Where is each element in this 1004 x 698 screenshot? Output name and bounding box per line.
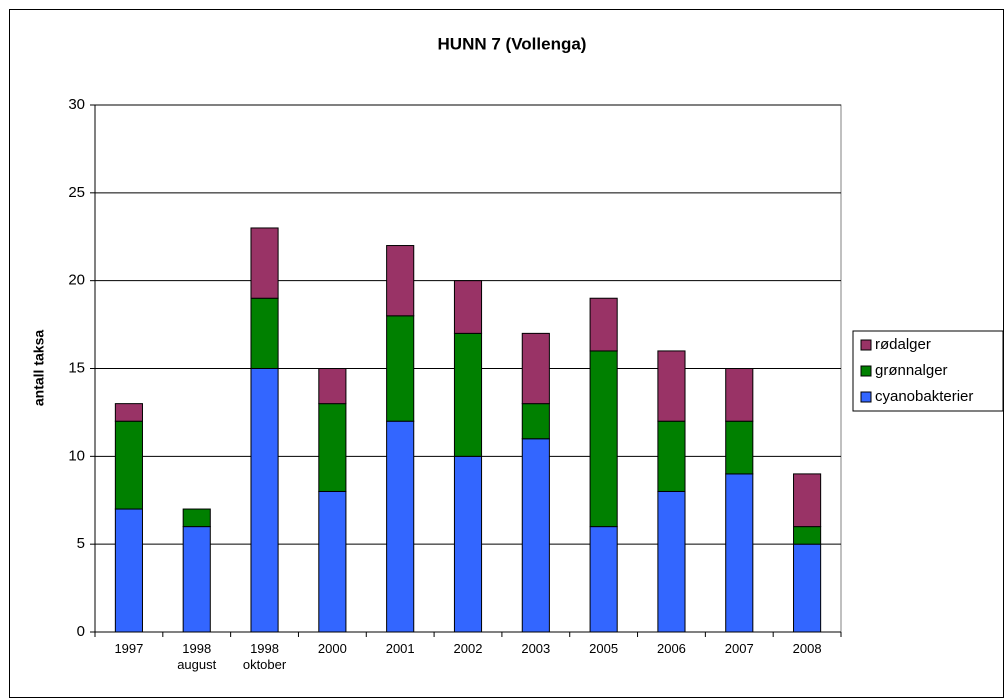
bar-segment	[657, 420, 686, 492]
y-tick-label: 10	[68, 447, 85, 464]
bar-segment	[725, 420, 754, 475]
x-tick-label: 2003	[521, 641, 550, 656]
x-tick-label: 2006	[657, 641, 686, 656]
bar-segment	[386, 420, 415, 633]
bar-segment	[793, 473, 822, 528]
bar-segment	[453, 280, 483, 334]
legend-label: grønnalger	[875, 362, 948, 379]
bar-segment	[793, 543, 822, 633]
legend-swatch	[860, 339, 872, 351]
x-tick-label: 2002	[454, 641, 483, 656]
bar-segment	[318, 490, 347, 633]
legend-swatch	[860, 365, 872, 377]
x-tick-label: 1998 oktober	[243, 641, 287, 672]
bar-segment	[182, 526, 211, 633]
bar-segment	[318, 403, 347, 492]
legend-swatch	[860, 391, 872, 403]
y-axis-label: antall taksa	[31, 330, 47, 406]
chart-title: HUNN 7 (Vollenga)	[438, 34, 587, 53]
bar-segment	[793, 526, 822, 545]
bar-segment	[521, 438, 550, 633]
x-tick-label: 2007	[725, 641, 754, 656]
bar-segment	[250, 227, 279, 299]
y-tick-label: 20	[68, 272, 85, 289]
bar-segment	[521, 332, 550, 405]
legend-label: cyanobakterier	[875, 388, 973, 405]
bar-segment	[114, 420, 143, 510]
legend-box	[852, 330, 1004, 412]
x-tick-label: 2001	[386, 641, 415, 656]
bar-segment	[657, 350, 686, 422]
x-tick-label: 1997	[114, 641, 143, 656]
bar-segment	[521, 403, 550, 440]
bar-segment	[114, 508, 143, 633]
bar-segment	[386, 315, 415, 422]
bar-segment	[250, 368, 279, 633]
bar-segment	[453, 455, 483, 633]
bar-segment	[250, 297, 279, 370]
bar-segment	[114, 403, 143, 422]
bar-segment	[589, 297, 618, 352]
bar-segment	[725, 368, 754, 422]
y-tick-label: 30	[68, 96, 85, 113]
y-tick-label: 0	[77, 623, 85, 640]
y-tick-label: 15	[68, 359, 85, 376]
x-tick-label: 1998 august	[177, 641, 216, 672]
bar-segment	[725, 473, 754, 633]
y-tick-label: 5	[77, 535, 85, 552]
bar-segment	[453, 332, 483, 457]
bar-segment	[318, 368, 347, 405]
y-tick-label: 25	[68, 184, 85, 201]
legend-label: rødalger	[875, 336, 931, 353]
x-tick-label: 2000	[318, 641, 347, 656]
bar-segment	[386, 245, 415, 317]
bar-segment	[589, 350, 618, 528]
bar-segment	[182, 508, 211, 528]
x-tick-label: 2005	[589, 641, 618, 656]
x-tick-label: 2008	[793, 641, 822, 656]
bar-segment	[657, 490, 686, 633]
bar-segment	[589, 526, 618, 633]
